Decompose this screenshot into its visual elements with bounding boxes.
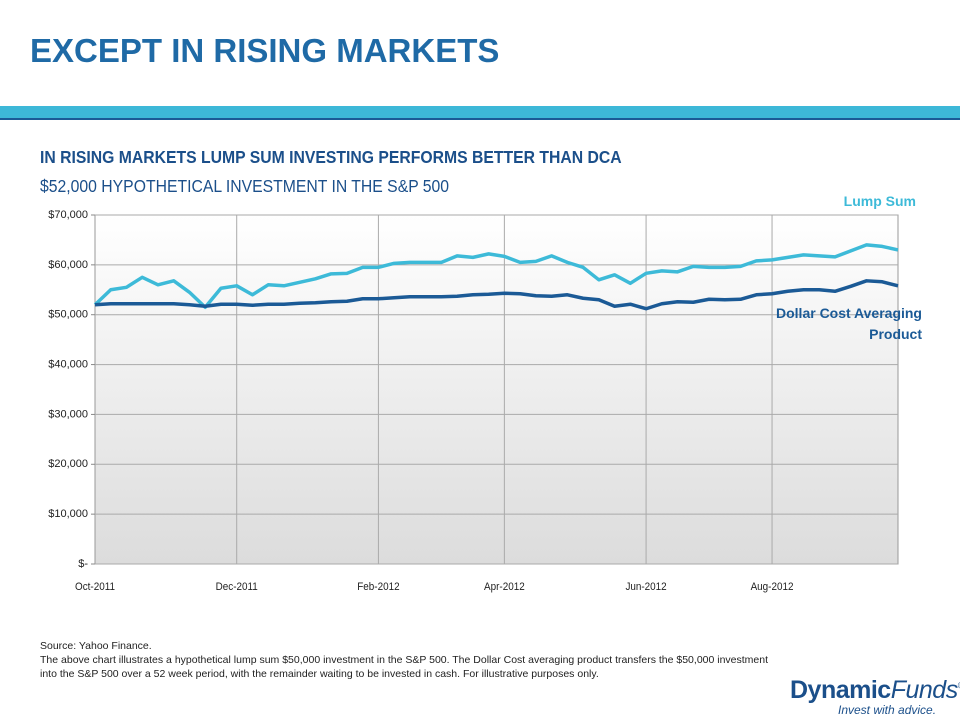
chart-title: IN RISING MARKETS LUMP SUM INVESTING PER…: [40, 147, 622, 167]
series-label: Lump Sum: [843, 193, 916, 209]
header-rule: [0, 118, 960, 120]
slide-title: EXCEPT IN RISING MARKETS: [30, 32, 500, 69]
logo-tagline: Invest with advice.: [838, 703, 937, 717]
logo-mark: ®: [958, 681, 960, 691]
y-tick-label: $50,000: [48, 309, 88, 321]
x-tick-label: Dec-2011: [216, 581, 258, 593]
y-tick-label: $10,000: [48, 508, 88, 520]
header-band: [0, 106, 960, 118]
x-tick-label: Jun-2012: [625, 581, 666, 593]
y-tick-label: $30,000: [48, 408, 88, 420]
y-tick-label: $60,000: [48, 259, 88, 271]
y-tick-label: $-: [78, 558, 88, 570]
series-label: Dollar Cost Averaging Product: [776, 305, 922, 342]
x-tick-label: Aug-2012: [751, 581, 794, 593]
logo-name2: Funds: [890, 676, 958, 704]
x-tick-label: Apr-2012: [484, 581, 525, 593]
x-tick-label: Feb-2012: [357, 581, 400, 593]
logo-name: Dynamic: [790, 676, 891, 704]
y-tick-label: $70,000: [48, 209, 88, 221]
series-line: [93, 243, 899, 309]
y-tick-label: $40,000: [48, 358, 88, 370]
logo: DynamicFunds®: [790, 676, 960, 705]
source: Source: Yahoo Finance.: [40, 640, 152, 652]
x-tick-label: Oct-2011: [75, 581, 115, 593]
plot-area: [94, 214, 899, 565]
y-tick-label: $20,000: [48, 458, 88, 470]
chart-subtitle: $52,000 HYPOTHETICAL INVESTMENT IN THE S…: [40, 176, 450, 196]
footnote: The above chart illustrates a hypothetic…: [40, 654, 769, 680]
